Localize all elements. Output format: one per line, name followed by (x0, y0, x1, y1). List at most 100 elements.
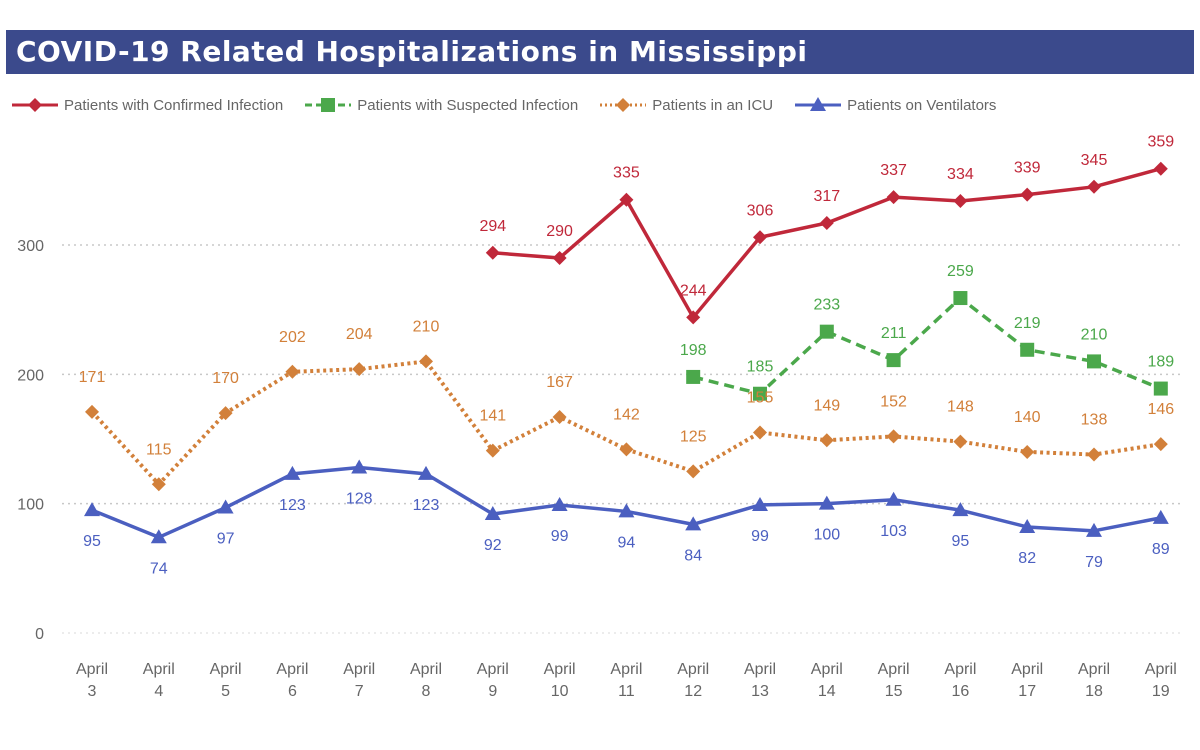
legend-swatch-icon (12, 98, 58, 112)
data-label: 171 (79, 369, 106, 386)
x-tick-label: April 10 (544, 661, 576, 700)
data-label: 306 (747, 202, 774, 219)
data-label: 335 (613, 165, 640, 182)
data-point-marker (1020, 187, 1035, 202)
data-point-marker (217, 499, 234, 514)
x-tick-label: April 14 (811, 661, 843, 700)
x-tick-label: April 5 (210, 661, 242, 700)
x-tick-label: April 12 (677, 661, 709, 700)
data-label: 259 (947, 263, 974, 280)
data-label: 339 (1014, 160, 1041, 177)
x-tick-label: April 8 (410, 661, 442, 700)
data-point-marker (818, 495, 835, 510)
x-tick-label: April 7 (343, 661, 375, 700)
data-point-marker (618, 503, 635, 518)
data-label: 345 (1081, 152, 1108, 169)
series-layer (84, 161, 1169, 544)
legend-label: Patients in an ICU (652, 96, 774, 114)
grid-lines (62, 244, 1180, 634)
legend-label: Patients with Suspected Infection (357, 96, 579, 114)
data-label: 89 (1152, 541, 1170, 558)
data-label: 95 (952, 533, 970, 550)
data-label: 146 (1147, 401, 1174, 418)
data-point-marker (953, 434, 968, 449)
data-point-marker (551, 496, 568, 511)
data-label: 219 (1014, 315, 1041, 332)
data-point-marker (1087, 179, 1101, 194)
data-label: 290 (546, 223, 573, 240)
data-label: 185 (747, 359, 774, 376)
data-label: 211 (881, 325, 907, 342)
data-point-marker (819, 216, 834, 231)
data-point-marker (686, 464, 701, 479)
data-label: 155 (747, 390, 774, 407)
x-tick-label: April 17 (1011, 661, 1043, 700)
data-point-marker (485, 245, 500, 260)
data-label: 359 (1147, 134, 1174, 151)
data-point-marker (485, 443, 500, 458)
data-point-marker (753, 425, 767, 440)
data-label: 152 (880, 393, 907, 410)
legend-item-patients-with-confirmed-infection: Patients with Confirmed Infection (10, 96, 283, 114)
data-label: 149 (813, 397, 840, 414)
data-label: 198 (680, 342, 707, 359)
y-axis: 0 100 200 300 (17, 238, 44, 643)
legend-marker-icon (28, 98, 42, 112)
data-point-marker (686, 310, 701, 325)
data-point-marker (953, 194, 968, 209)
data-point-marker (552, 250, 567, 265)
data-label: 202 (279, 329, 306, 346)
legend-item-patients-on-ventilators: Patients on Ventilators (793, 96, 996, 114)
data-point-marker (952, 502, 969, 517)
legend-swatch-icon (305, 98, 352, 112)
data-point-marker (685, 516, 702, 531)
data-point-marker (1020, 342, 1035, 357)
data-point-marker (84, 502, 100, 517)
x-tick-label: April 15 (878, 661, 910, 700)
data-label: 100 (813, 527, 840, 544)
data-point-marker (752, 496, 768, 511)
data-point-marker (150, 529, 167, 544)
data-point-marker (151, 477, 166, 492)
data-point-marker (352, 362, 367, 377)
x-tick-label: April 3 (76, 661, 108, 700)
data-point-marker (753, 230, 767, 245)
data-point-marker (351, 459, 368, 474)
data-point-marker (484, 506, 501, 521)
data-label: 244 (680, 282, 707, 299)
data-label: 189 (1147, 354, 1174, 371)
data-label: 95 (83, 533, 101, 550)
data-point-marker (1087, 354, 1101, 369)
data-point-marker (885, 491, 902, 506)
data-label: 115 (146, 441, 172, 458)
data-label: 79 (1085, 554, 1103, 571)
data-label: 317 (813, 188, 840, 205)
data-point-marker (85, 404, 99, 419)
data-label: 170 (212, 370, 239, 387)
data-point-marker (686, 369, 701, 384)
x-tick-label: April 4 (143, 661, 175, 700)
data-label: 210 (413, 318, 440, 335)
data-label: 123 (413, 497, 440, 514)
legend-marker-icon (810, 97, 827, 111)
series-patients-in-an-icu (85, 354, 1168, 492)
x-tick-label: April 13 (744, 661, 776, 700)
data-point-marker (284, 465, 301, 480)
y-tick-label: 200 (17, 367, 44, 384)
data-label: 74 (150, 560, 168, 577)
data-label: 148 (947, 399, 974, 416)
series-line (91, 465, 1162, 540)
series-line (90, 359, 1162, 487)
series-patients-with-suspected-infection (686, 291, 1168, 401)
data-label: 92 (484, 537, 502, 554)
x-tick-label: April 18 (1078, 661, 1110, 700)
data-point-marker (1087, 447, 1101, 462)
data-label: 82 (1018, 550, 1036, 567)
legend-marker-icon (321, 98, 336, 112)
data-label: 337 (880, 162, 907, 179)
data-labels: 294 290 335 244 306 317 337 334 339 345 359 198 185 2… (79, 134, 1175, 578)
data-label: 97 (217, 531, 235, 548)
data-point-marker (1086, 522, 1102, 537)
